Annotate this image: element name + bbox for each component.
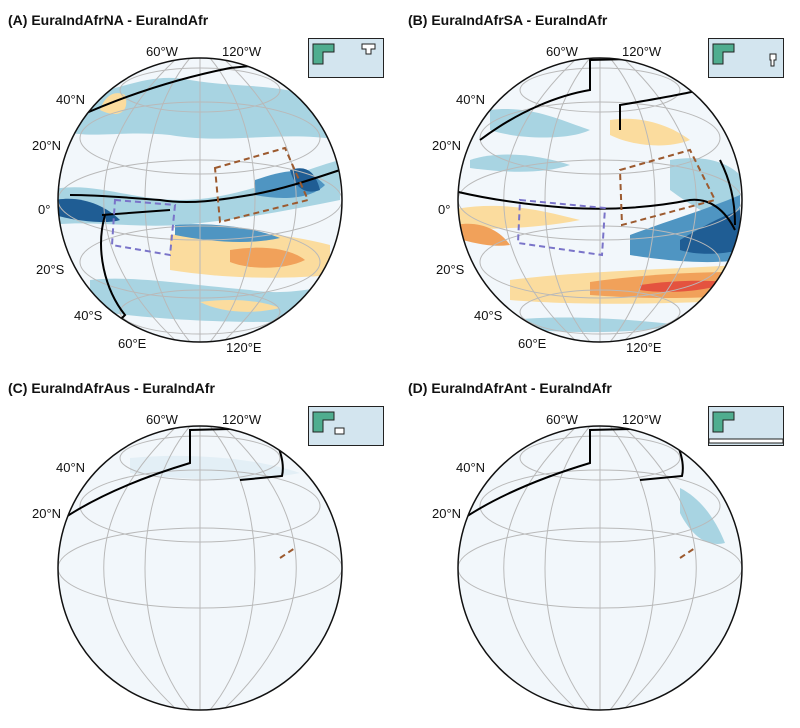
lon-label: 60°E (518, 336, 547, 351)
lon-label: 120°E (626, 340, 662, 355)
lat-label: 0° (38, 202, 51, 217)
lat-label: 0° (438, 202, 451, 217)
globe-map (457, 425, 743, 711)
lat-label: 40°N (56, 92, 86, 107)
inset-map-australia (308, 406, 384, 446)
lon-label: 120°E (226, 340, 262, 355)
panel-title: (C) EuraIndAfrAus - EuraIndAfr (8, 380, 215, 396)
panel-a: (A) EuraIndAfrNA - EuraIndAfr (0, 0, 390, 360)
lon-label: 120°W (222, 44, 262, 59)
continent-outline (458, 426, 684, 529)
panel-title: (A) EuraIndAfrNA - EuraIndAfr (8, 12, 209, 28)
lat-label: 40°S (74, 308, 103, 323)
region-box-brown (618, 148, 717, 227)
lat-label: 40°S (474, 308, 503, 323)
lon-label: 60°W (146, 44, 178, 59)
lat-label: 20°N (432, 138, 462, 153)
lat-label: 20°S (436, 262, 465, 277)
lon-label: 120°W (622, 412, 662, 427)
graticule (58, 58, 342, 342)
lat-label: 40°N (56, 460, 86, 475)
globe-map (57, 425, 343, 711)
region-box-purple (110, 198, 177, 257)
lat-label: 20°N (432, 506, 462, 521)
lon-label: 60°W (546, 44, 578, 59)
lat-label: 20°N (32, 506, 62, 521)
panel-title: (D) EuraIndAfrAnt - EuraIndAfr (408, 380, 612, 396)
inset-map-antarctica (708, 406, 784, 446)
lon-label: 120°W (222, 412, 262, 427)
panel-c: (C) EuraIndAfrAus - EuraIndAfr (0, 368, 390, 728)
lat-label: 40°N (456, 460, 486, 475)
inset-map-north-america (308, 38, 384, 78)
graticule (458, 58, 742, 342)
lon-label: 60°W (146, 412, 178, 427)
panel-title: (B) EuraIndAfrSA - EuraIndAfr (408, 12, 608, 28)
lat-label: 40°N (456, 92, 486, 107)
globe-map (57, 57, 343, 343)
globe-map (457, 57, 743, 343)
inset-map-south-america (708, 38, 784, 78)
panel-b: (B) EuraIndAfrSA - EuraIndAfr (400, 0, 790, 360)
lon-label: 120°W (622, 44, 662, 59)
continent-outline (58, 426, 284, 529)
lon-label: 60°W (546, 412, 578, 427)
lat-label: 20°N (32, 138, 62, 153)
lon-label: 60°E (118, 336, 147, 351)
panel-d: (D) EuraIndAfrAnt - EuraIndAfr (400, 368, 790, 728)
region-box-purple (516, 198, 607, 257)
anomaly-fill (458, 109, 740, 333)
lat-label: 20°S (36, 262, 65, 277)
